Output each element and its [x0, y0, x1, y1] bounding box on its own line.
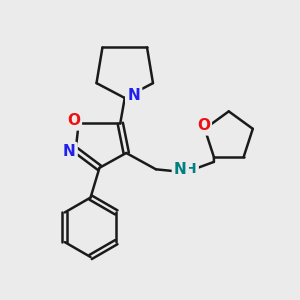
Text: N: N [63, 144, 76, 159]
Text: O: O [197, 118, 210, 133]
Text: H: H [185, 162, 197, 176]
Text: N: N [174, 162, 187, 177]
Text: N: N [127, 88, 140, 103]
Text: O: O [67, 113, 80, 128]
